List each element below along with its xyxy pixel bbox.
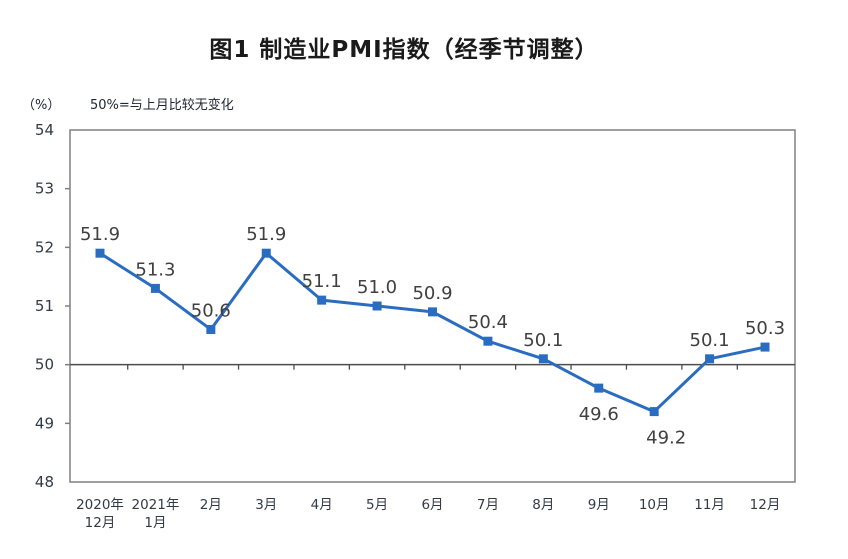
x-tick-label: 5月 [366, 497, 388, 513]
x-axis-labels: 2020年 12月 2021年 1月 2月 3月 4月 5月 6月 7月 8月 9月 10月 11月 12月 [76, 497, 780, 531]
y-tick-label: 48 [35, 473, 54, 491]
data-value-label: 51.1 [302, 271, 342, 292]
data-point-marker [649, 407, 659, 417]
data-value-label: 50.1 [690, 330, 730, 351]
x-tick-label: 10月 [639, 497, 670, 513]
data-point-markers [95, 248, 770, 417]
x-tick-label: 9月 [588, 497, 610, 513]
x-tick-label: 11月 [694, 497, 725, 513]
x-tick-label: 2月 [200, 497, 222, 513]
x-tick-label: 8月 [532, 497, 554, 513]
x-tick-label: 7月 [477, 497, 499, 513]
y-tick-label: 54 [35, 121, 54, 139]
data-value-label: 51.0 [357, 277, 397, 298]
data-value-label: 49.6 [579, 404, 619, 425]
data-value-label: 49.2 [646, 428, 686, 449]
data-value-label: 50.4 [468, 312, 508, 333]
x-tick-label: 6月 [421, 497, 443, 513]
y-tick-label: 52 [35, 238, 54, 256]
y-axis-unit-label: （%） [22, 98, 61, 113]
data-point-marker [428, 307, 437, 317]
data-value-label: 50.3 [745, 318, 785, 339]
data-point-marker [261, 248, 271, 258]
data-point-marker [760, 342, 770, 352]
x-tick-label: 2021年 [131, 497, 179, 513]
data-point-marker [483, 336, 493, 346]
y-tick-label: 53 [35, 180, 54, 198]
y-tick-label: 50 [35, 356, 54, 374]
chart-title: 图1 制造业PMI指数（经季节调整） [209, 37, 599, 63]
x-tick-label: 12月 [85, 515, 116, 531]
x-tick-label: 4月 [311, 497, 333, 513]
data-point-marker [150, 283, 160, 293]
y-axis-labels: 48 49 50 51 52 53 54 [35, 121, 70, 491]
data-point-marker [372, 301, 382, 311]
x-tick-label: 1月 [144, 515, 166, 531]
reference-note: 50%=与上月比较无变化 [90, 98, 234, 113]
data-point-marker [206, 324, 216, 334]
y-tick-label: 49 [35, 414, 54, 432]
data-point-marker [594, 383, 604, 393]
data-value-label: 50.6 [191, 300, 231, 321]
data-labels: 51.9 51.3 50.6 51.9 51.1 51.0 50.9 50.4 50.1 49.6… [80, 224, 785, 448]
x-tick-label: 3月 [255, 497, 277, 513]
data-value-label: 51.3 [135, 259, 175, 280]
x-tick-label: 2020年 [76, 497, 124, 513]
reference-line [70, 363, 795, 370]
data-value-label: 50.1 [523, 330, 563, 351]
x-tick-label: 12月 [750, 497, 781, 513]
data-value-label: 51.9 [246, 224, 286, 245]
data-point-marker [538, 354, 548, 364]
data-value-label: 51.9 [80, 224, 120, 245]
data-point-marker [95, 248, 105, 258]
data-point-marker [317, 295, 327, 305]
pmi-line [99, 251, 766, 414]
data-value-label: 50.9 [412, 283, 452, 304]
y-tick-label: 51 [35, 297, 54, 315]
data-point-marker [705, 354, 715, 364]
